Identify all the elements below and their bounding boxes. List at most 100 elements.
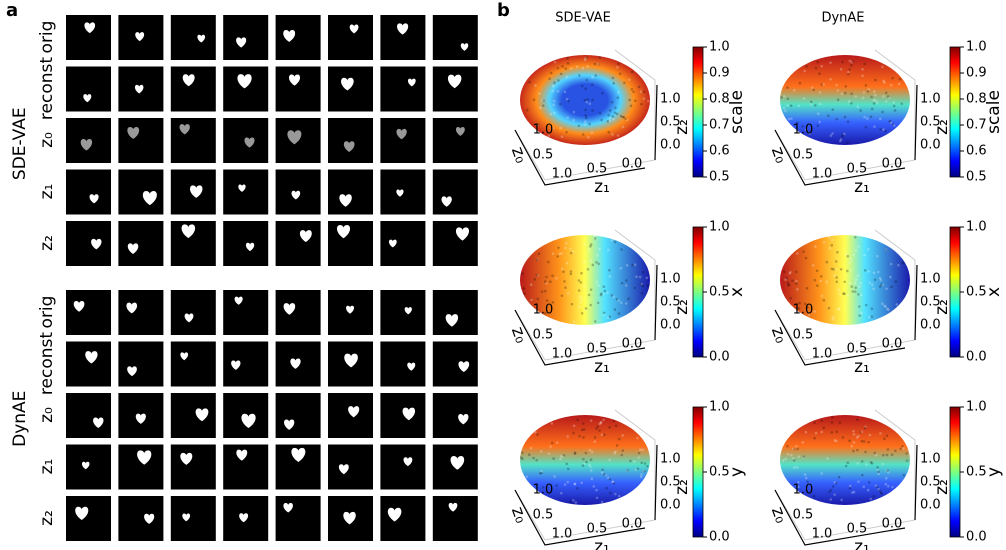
point-speckle <box>847 294 850 297</box>
point-speckle <box>869 498 872 501</box>
point-speckle <box>592 264 595 267</box>
point-speckle <box>528 453 531 456</box>
point-speckle <box>820 275 823 278</box>
point-speckle <box>523 287 526 290</box>
point-speckle <box>859 109 862 112</box>
point-speckle <box>603 285 606 288</box>
point-speckle <box>590 458 593 461</box>
point-speckle <box>556 255 559 258</box>
point-speckle <box>521 451 524 454</box>
point-speckle <box>853 441 856 444</box>
point-speckle <box>895 303 898 306</box>
point-speckle <box>829 498 832 501</box>
point-speckle <box>616 113 619 116</box>
point-speckle <box>837 98 840 101</box>
point-speckle <box>853 433 856 436</box>
point-speckle <box>540 470 543 473</box>
point-speckle <box>839 421 842 424</box>
point-speckle <box>594 320 597 323</box>
point-speckle <box>571 303 574 306</box>
point-speckle <box>598 429 601 432</box>
point-speckle <box>559 127 562 130</box>
point-speckle <box>547 261 550 264</box>
point-speckle <box>558 253 561 256</box>
point-speckle <box>865 84 868 87</box>
axis-tick-label: 0.0 <box>622 157 643 172</box>
point-speckle <box>893 105 896 108</box>
point-speckle <box>790 454 793 457</box>
point-speckle <box>887 448 890 451</box>
point-speckle <box>891 453 894 456</box>
point-speckle <box>782 459 785 462</box>
point-speckle <box>618 495 621 498</box>
point-speckle <box>631 88 634 91</box>
column-title: SDE-VAE <box>555 11 611 26</box>
point-speckle <box>870 461 873 464</box>
point-speckle <box>598 248 601 251</box>
point-speckle <box>838 288 841 291</box>
point-speckle <box>582 422 585 425</box>
point-speckle <box>530 283 533 286</box>
point-speckle <box>572 499 575 502</box>
axis-tick-label: 0.0 <box>882 157 903 172</box>
image-tile <box>380 393 425 438</box>
image-tile <box>171 342 216 387</box>
image-tile <box>118 118 163 163</box>
point-speckle <box>845 465 848 468</box>
image-tile <box>276 67 321 112</box>
point-speckle <box>582 464 585 467</box>
point-speckle <box>640 103 643 106</box>
point-speckle <box>630 105 633 108</box>
point-speckle <box>795 282 798 285</box>
image-tile <box>171 496 216 541</box>
point-speckle <box>835 268 838 271</box>
point-speckle <box>844 85 847 88</box>
point-speckle <box>828 307 831 310</box>
point-speckle <box>783 107 786 110</box>
point-speckle <box>548 452 551 455</box>
point-speckle <box>592 485 595 488</box>
point-speckle <box>644 462 647 465</box>
point-speckle <box>850 258 853 261</box>
point-speckle <box>879 432 882 435</box>
point-speckle <box>563 454 566 457</box>
group-label: DynAE <box>10 391 30 447</box>
point-speckle <box>579 301 582 304</box>
point-speckle <box>597 263 600 266</box>
point-speckle <box>544 290 547 293</box>
point-speckle <box>906 459 909 462</box>
point-speckle <box>877 271 880 274</box>
point-speckle <box>868 316 871 319</box>
axis-tick-label: 0.5 <box>920 475 941 490</box>
point-speckle <box>591 99 594 102</box>
point-speckle <box>585 101 588 104</box>
point-speckle <box>593 440 596 443</box>
image-tile <box>328 118 373 163</box>
point-speckle <box>584 99 587 102</box>
point-speckle <box>578 435 581 438</box>
point-speckle <box>876 101 879 104</box>
row-label: reconst <box>37 57 57 120</box>
point-speckle <box>584 120 587 123</box>
point-speckle <box>852 290 855 293</box>
point-speckle <box>786 104 789 107</box>
point-speckle <box>790 104 793 107</box>
point-speckle <box>551 422 554 425</box>
axis-label: z₁ <box>594 537 610 550</box>
point-speckle <box>816 61 819 64</box>
point-speckle <box>567 468 570 471</box>
point-speckle <box>795 445 798 448</box>
point-speckle <box>586 65 589 68</box>
point-speckle <box>792 447 795 450</box>
point-speckle <box>813 310 816 313</box>
axis-tick-label: 1.0 <box>660 92 681 107</box>
point-speckle <box>583 285 586 288</box>
point-speckle <box>828 247 831 250</box>
point-speckle <box>590 419 593 422</box>
point-speckle <box>861 474 864 477</box>
point-speckle <box>835 440 838 443</box>
point-speckle <box>601 471 604 474</box>
point-speckle <box>562 270 565 273</box>
colorbar-tick-label: 0.5 <box>709 170 730 185</box>
point-speckle <box>576 419 579 422</box>
